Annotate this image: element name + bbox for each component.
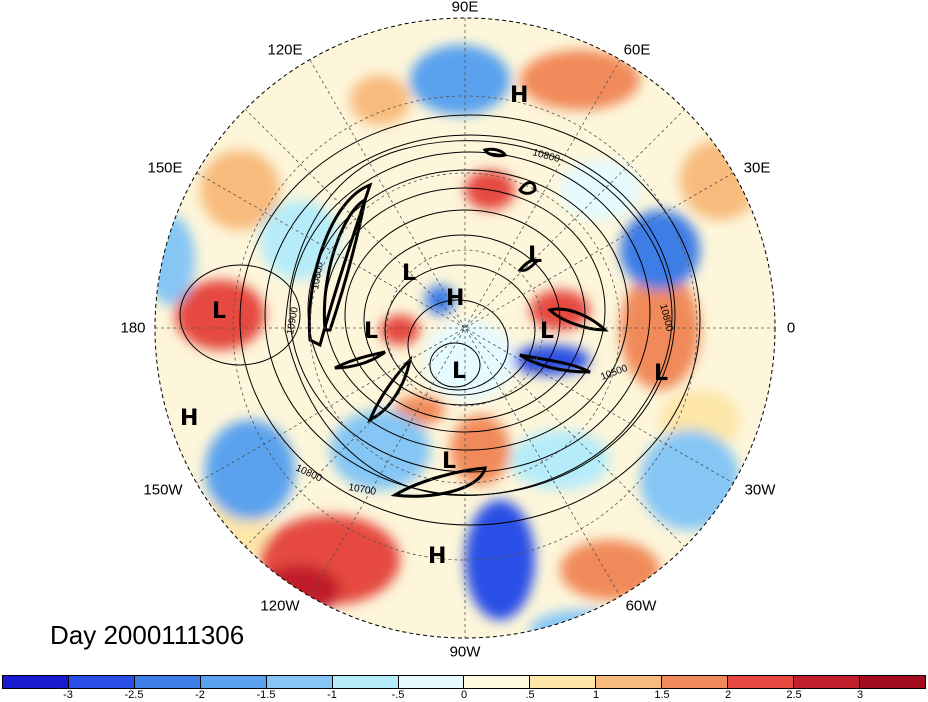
- colorbar-tick-label: 1: [592, 689, 600, 701]
- contour-label: 10900: [285, 306, 301, 336]
- colorbar-segment: [332, 676, 399, 688]
- colorbar-tick-label: -1: [327, 689, 337, 701]
- colorbar-tick-label: -3: [63, 689, 73, 701]
- colorbar-tick-label: -2: [195, 689, 205, 701]
- low-center: L: [654, 361, 668, 386]
- colorbar-segment: [794, 676, 860, 688]
- lon-label-30w: 30W: [744, 481, 776, 499]
- colorbar-tick-label: -1.5: [256, 689, 276, 701]
- pressure-centers: H L L H L L L L L L H L H: [180, 83, 668, 569]
- lon-label-60e: 60E: [623, 41, 651, 59]
- map-boundary: [154, 17, 776, 639]
- graticule: [155, 18, 775, 638]
- colorbar-segment: [134, 676, 201, 688]
- lon-label-150w: 150W: [143, 481, 183, 499]
- high-center: H: [180, 406, 198, 431]
- high-center: H: [510, 83, 528, 108]
- colorbar-tick-label: 0: [460, 689, 468, 701]
- high-center: H: [446, 286, 464, 311]
- colorbar: [2, 675, 926, 689]
- colorbar-segment: [200, 676, 267, 688]
- day-title: Day 2000111306: [50, 620, 245, 650]
- low-center: L: [528, 243, 542, 268]
- shaded-field: [155, 18, 775, 638]
- low-center: L: [540, 319, 554, 344]
- colorbar-tick-label: -2.5: [124, 689, 144, 701]
- colorbar-tick-label: -.5: [391, 689, 405, 701]
- colorbar-segment: [68, 676, 135, 688]
- colorbar-segment: [266, 676, 333, 688]
- colorbar-segment: [662, 676, 729, 688]
- polar-map: 10800 10800 10900 10800 10500 10800 1070…: [154, 17, 776, 639]
- contour-label: 10700: [347, 482, 377, 498]
- high-center: H: [428, 544, 446, 569]
- colorbar-segment: [728, 676, 795, 688]
- lon-label-120w: 120W: [260, 597, 300, 615]
- low-center: L: [402, 261, 416, 286]
- lon-label-150e: 150E: [147, 159, 183, 177]
- low-center: L: [364, 319, 378, 344]
- colorbar-segment: [530, 676, 597, 688]
- colorbar-segment: [398, 676, 465, 688]
- lon-label-0: 0: [786, 319, 796, 337]
- lon-label-30e: 30E: [743, 159, 771, 177]
- colorbar-tick-label: 2.5: [786, 689, 802, 701]
- colorbar-segment: [859, 676, 925, 688]
- lon-label-90w: 90W: [449, 643, 481, 661]
- low-center: L: [442, 449, 456, 474]
- lon-label-60w: 60W: [625, 597, 657, 615]
- jet-streaks: [307, 147, 609, 498]
- contour-label: 10800: [310, 261, 326, 291]
- lon-label-120e: 120E: [267, 41, 303, 59]
- lon-label-90e: 90E: [451, 0, 479, 16]
- colorbar-segment: [464, 676, 531, 688]
- colorbar-tick-label: 2: [724, 689, 732, 701]
- colorbar-tick-label: 1.5: [654, 689, 670, 701]
- lon-label-180: 180: [120, 319, 146, 337]
- low-center: L: [452, 359, 466, 384]
- colorbar-tick-label: 3: [856, 689, 864, 701]
- low-center: L: [212, 299, 226, 324]
- colorbar-segment: [596, 676, 663, 688]
- colorbar-tick-label: .5: [525, 689, 535, 701]
- colorbar-segment: [3, 676, 69, 688]
